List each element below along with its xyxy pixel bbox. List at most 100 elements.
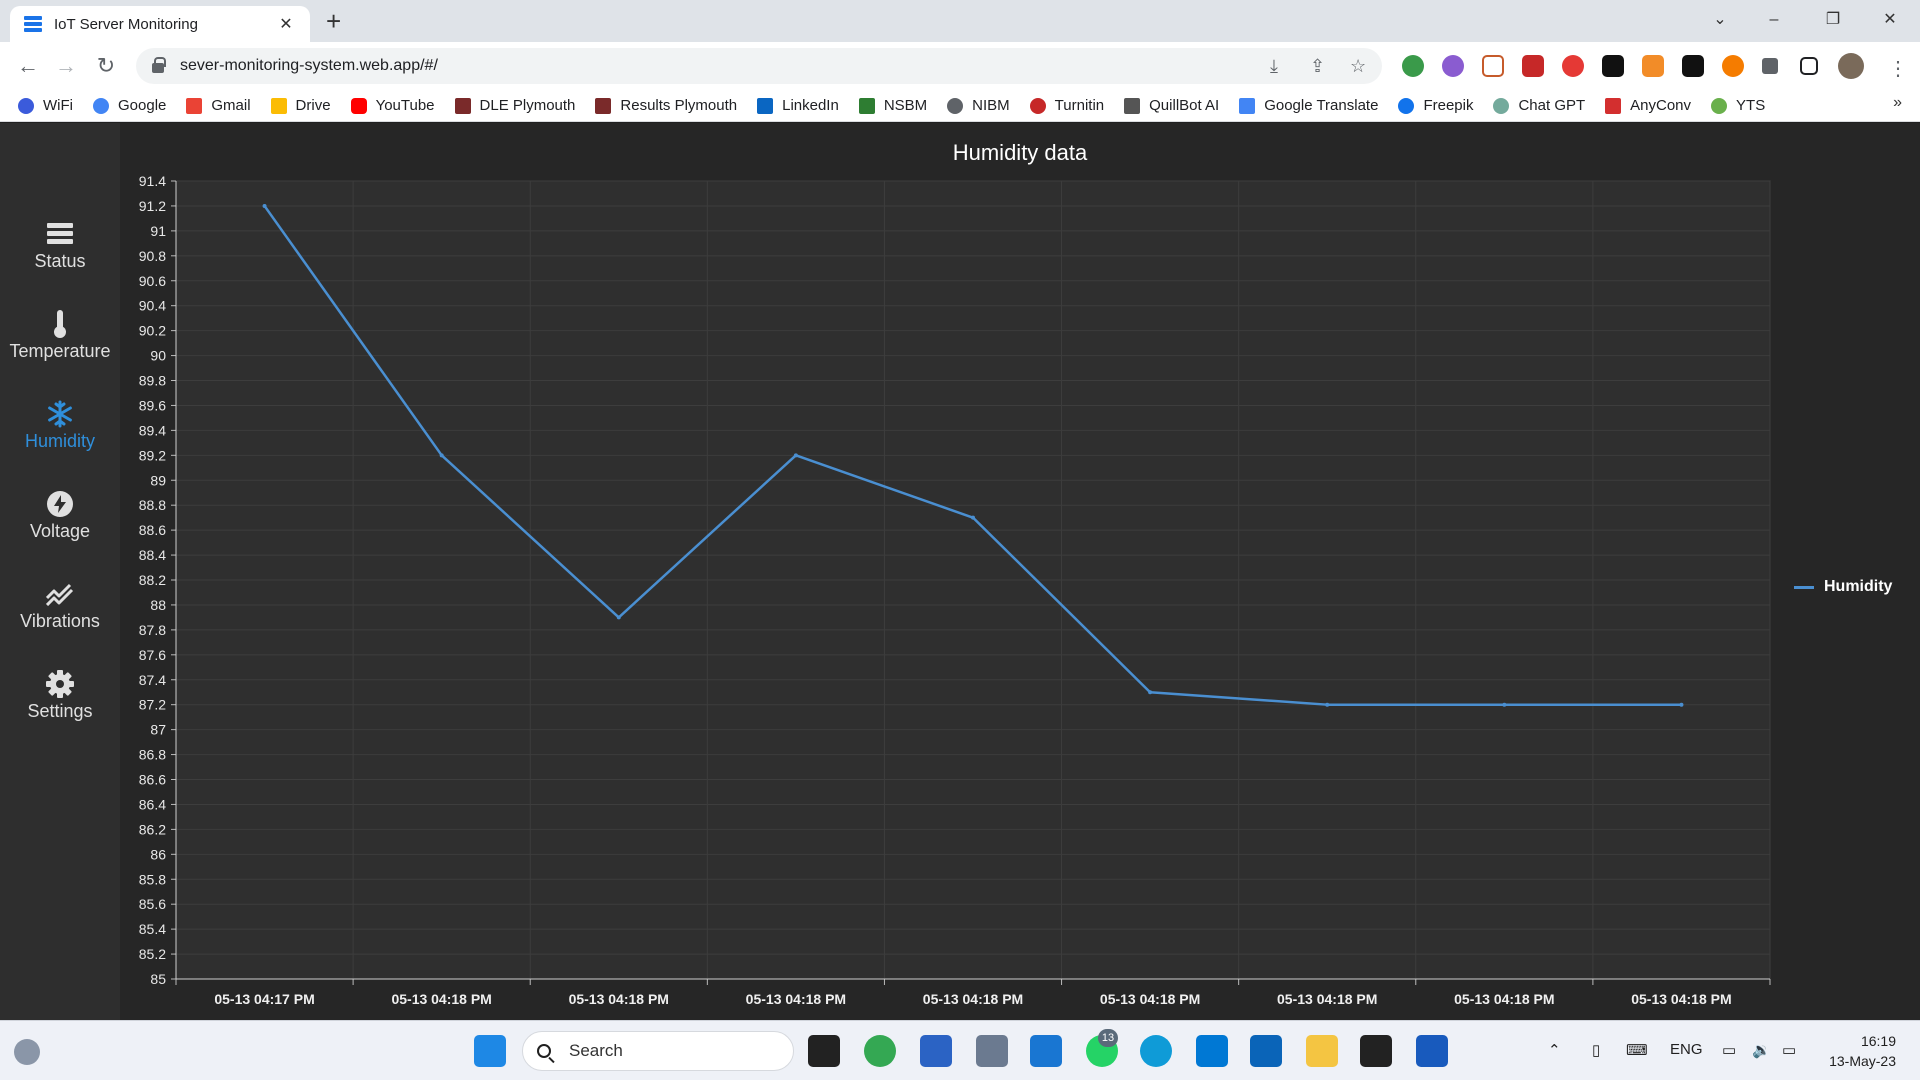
humidity-line-chart[interactable]: 85 85.2 85.4 85.6 85.8 86 86.2 86.4 86.6 86.8 87 87… [120, 123, 1920, 1020]
battery-icon[interactable]: ▭ [1782, 1042, 1797, 1059]
bookmarks-overflow-icon[interactable]: » [1893, 94, 1902, 111]
volume-icon[interactable]: 🔉 [1752, 1042, 1771, 1059]
lock-icon[interactable] [152, 57, 166, 73]
forward-button[interactable]: → [55, 53, 77, 78]
bookmark-google[interactable]: Google [93, 97, 166, 114]
address-bar[interactable]: sever-monitoring-system.web.app/#/ ⤓ ⇪ ☆ [136, 48, 1382, 84]
bookmark-chat-gpt[interactable]: Chat GPT [1493, 97, 1585, 114]
y-tick-label: 86 [150, 846, 166, 862]
extension-mastodon-icon[interactable] [1442, 55, 1464, 77]
bookmark-anyconv[interactable]: AnyConv [1605, 97, 1691, 114]
y-tick-label: 85 [150, 971, 166, 987]
nav-settings[interactable]: Settings [0, 669, 120, 739]
nav-label: Settings [27, 701, 93, 721]
system-clock[interactable]: 16:19 13-May-23 [1829, 1031, 1896, 1071]
extension-flame-icon[interactable] [1722, 55, 1744, 77]
close-tab-icon[interactable]: ✕ [279, 16, 293, 33]
bookmark-turnitin[interactable]: Turnitin [1029, 97, 1104, 114]
remote-desktop-icon[interactable] [1196, 1035, 1228, 1067]
bookmark-freepik[interactable]: Freepik [1398, 97, 1473, 114]
quill-icon [1124, 97, 1141, 114]
chart-title: Humidity data [952, 140, 1088, 165]
mail-icon[interactable] [1030, 1035, 1062, 1067]
nav-label: Vibrations [20, 611, 100, 631]
bookmark-quillbot[interactable]: QuillBot AI [1124, 97, 1219, 114]
bookmark-dle-plymouth[interactable]: DLE Plymouth [454, 97, 575, 114]
data-point [1325, 702, 1330, 707]
extension-adblock-icon[interactable] [1562, 55, 1584, 77]
nav-voltage[interactable]: Voltage [0, 489, 120, 559]
shield-icon [595, 97, 612, 114]
bookmark-youtube[interactable]: YouTube [350, 97, 435, 114]
windows-start-icon[interactable] [474, 1035, 506, 1067]
y-tick-label: 88.4 [139, 547, 166, 563]
minimize-button[interactable]: – [1769, 11, 1779, 28]
bookmark-gmail[interactable]: Gmail [186, 97, 251, 114]
language-indicator[interactable]: ENG [1670, 1041, 1703, 1058]
side-panel-icon[interactable] [1800, 57, 1818, 75]
usb-icon[interactable]: ▯ [1592, 1042, 1601, 1059]
tab-search-icon[interactable]: ⌄ [1713, 11, 1727, 28]
extension-dark-icon[interactable] [1602, 55, 1624, 77]
x-tick-label: 05-13 04:18 PM [746, 991, 846, 1007]
linkedin-icon [757, 97, 774, 114]
nav-temperature[interactable]: Temperature [0, 309, 120, 379]
bookmark-star-icon[interactable]: ☆ [1350, 56, 1367, 76]
edge-icon[interactable] [1140, 1035, 1172, 1067]
bookmark-yts[interactable]: YTS [1711, 97, 1765, 114]
extension-orange-icon[interactable] [1642, 55, 1664, 77]
share-icon[interactable]: ⇪ [1310, 56, 1326, 76]
url-text[interactable]: sever-monitoring-system.web.app/#/ [180, 57, 438, 74]
browser-tab[interactable]: IoT Server Monitoring ✕ [10, 6, 310, 42]
bookmark-linkedin[interactable]: LinkedIn [757, 97, 839, 114]
keyboard-icon[interactable]: ⌨ [1626, 1042, 1648, 1059]
data-point [793, 453, 798, 458]
back-button[interactable]: ← [17, 53, 39, 78]
chart-legend[interactable]: Humidity [1794, 578, 1892, 596]
y-tick-label: 91.4 [139, 173, 166, 189]
nsbm-icon [858, 97, 875, 114]
restore-button[interactable]: ❐ [1825, 11, 1841, 28]
y-tick-label: 87.6 [139, 647, 166, 663]
calculator-icon[interactable] [976, 1035, 1008, 1067]
close-window-button[interactable]: ✕ [1883, 11, 1897, 28]
chrome-icon[interactable] [864, 1035, 896, 1067]
bookmark-nsbm[interactable]: NSBM [858, 97, 927, 114]
extension-n-icon[interactable] [1482, 55, 1504, 77]
tab-title: IoT Server Monitoring [54, 15, 198, 33]
y-tick-label: 89.8 [139, 373, 166, 389]
weather-icon[interactable] [14, 1039, 40, 1065]
extensions-puzzle-icon[interactable] [1762, 58, 1778, 74]
data-point [1502, 702, 1507, 707]
bookmark-nibm[interactable]: NIBM [947, 97, 1010, 114]
y-tick-label: 85.8 [139, 871, 166, 887]
wifi-icon [18, 97, 34, 114]
bookmark-wifi[interactable]: WiFi [18, 97, 73, 114]
shield-icon [454, 97, 471, 114]
profile-avatar[interactable] [1838, 53, 1864, 79]
bookmark-drive[interactable]: Drive [270, 97, 331, 114]
nav-vibrations[interactable]: Vibrations [0, 579, 120, 649]
bookmark-results-plymouth[interactable]: Results Plymouth [595, 97, 737, 114]
nav-status[interactable]: Status [0, 219, 120, 289]
data-point [971, 515, 975, 520]
extension-video-icon[interactable] [1522, 55, 1544, 77]
install-icon[interactable]: ⤓ [1270, 56, 1278, 76]
extension-globe-icon[interactable] [1402, 55, 1424, 77]
anyconv-icon [1605, 97, 1622, 114]
outlook-icon[interactable] [1250, 1035, 1282, 1067]
chevron-up-icon[interactable]: ⌃ [1548, 1042, 1561, 1059]
taskbar-search[interactable]: Search [522, 1031, 794, 1071]
kebab-menu-icon[interactable]: ⋮ [1888, 58, 1908, 80]
extension-chatgpt-icon[interactable] [1682, 55, 1704, 77]
store-icon[interactable] [920, 1035, 952, 1067]
file-explorer-icon[interactable] [1306, 1035, 1338, 1067]
word-icon[interactable] [1416, 1035, 1448, 1067]
task-view-icon[interactable] [808, 1035, 840, 1067]
reload-button[interactable]: ↻ [96, 53, 116, 78]
new-tab-button[interactable]: + [326, 6, 342, 36]
network-icon[interactable]: ▭ [1722, 1042, 1737, 1059]
nav-humidity[interactable]: Humidity [0, 399, 120, 469]
bookmark-google-translate[interactable]: Google Translate [1239, 97, 1378, 114]
notion-icon[interactable] [1360, 1035, 1392, 1067]
